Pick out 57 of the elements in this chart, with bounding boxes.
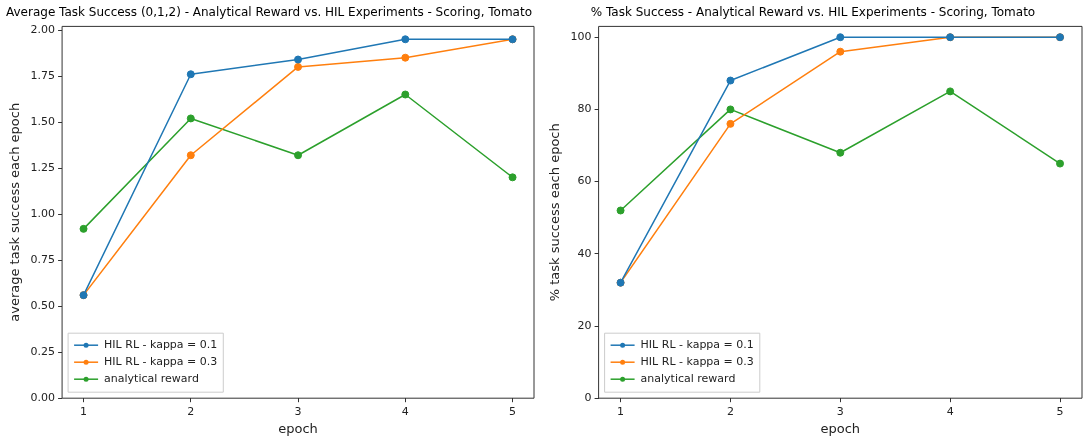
point (401, 53, 410, 62)
legend-label: HIL RL - kappa = 0.1 (104, 338, 218, 352)
legend-label: analytical reward (640, 372, 736, 386)
x-tick-label: 2 (726, 404, 734, 418)
x-tick-label: 1 (617, 404, 625, 418)
legend-label: analytical reward (104, 372, 199, 386)
point (1056, 159, 1065, 168)
point (726, 105, 735, 114)
y-tick-label: 0 (584, 391, 592, 405)
point (616, 206, 625, 215)
y-tick-label: 40 (577, 246, 592, 260)
x-tick-label: 5 (1056, 404, 1064, 418)
x-axis-title: epoch (820, 420, 861, 436)
y-tick-label: 1.25 (30, 160, 56, 174)
y-tick-label: 1.00 (30, 207, 56, 220)
x-tick-label: 4 (946, 404, 954, 418)
point (79, 224, 88, 233)
point (508, 173, 517, 182)
x-tick-label: 1 (80, 404, 88, 418)
y-tick-label: 1.50 (30, 114, 56, 128)
y-tick-label: 0.50 (30, 299, 56, 313)
x-tick-label: 2 (187, 404, 195, 418)
chart-title: % Task Success - Analytical Reward vs. HIL Experiments - Scoring, Tomato (590, 5, 1036, 20)
y-axis-title: % task success each epoch (547, 123, 563, 302)
point (186, 114, 195, 123)
point (401, 90, 410, 99)
legend-label: HIL RL - kappa = 0.3 (104, 355, 218, 369)
legend-label: HIL RL - kappa = 0.3 (640, 355, 754, 369)
x-axis-title: epoch (278, 420, 318, 436)
legend-label: HIL RL - kappa = 0.1 (640, 338, 754, 352)
y-tick-label: 1.75 (30, 68, 56, 82)
point (946, 87, 955, 96)
y-tick-label: 20 (577, 318, 592, 332)
y-tick-label: 80 (577, 102, 592, 116)
point (836, 148, 845, 157)
x-tick-label: 3 (294, 404, 302, 418)
chart-title: Average Task Success (0,1,2) - Analytical Reward vs. HIL Experiments - Scoring, Tomato (5, 5, 533, 20)
y-axis-title: average task success each epoch (7, 102, 23, 322)
point (726, 76, 735, 85)
point (401, 35, 410, 44)
point (836, 47, 845, 56)
point (836, 33, 845, 42)
point (294, 55, 303, 64)
point (186, 151, 195, 160)
x-tick-label: 4 (401, 404, 409, 418)
y-tick-label: 60 (577, 174, 592, 188)
point (726, 119, 735, 128)
y-tick-label: 0.25 (30, 345, 56, 359)
y-tick-label: 0.00 (30, 391, 56, 405)
point (294, 151, 303, 160)
x-tick-label: 3 (836, 404, 844, 418)
y-tick-label: 100 (570, 30, 592, 44)
point (294, 62, 303, 71)
y-tick-label: 0.75 (30, 253, 56, 267)
x-tick-label: 5 (509, 404, 517, 418)
y-tick-label: 2.00 (30, 22, 56, 36)
point (186, 70, 195, 79)
